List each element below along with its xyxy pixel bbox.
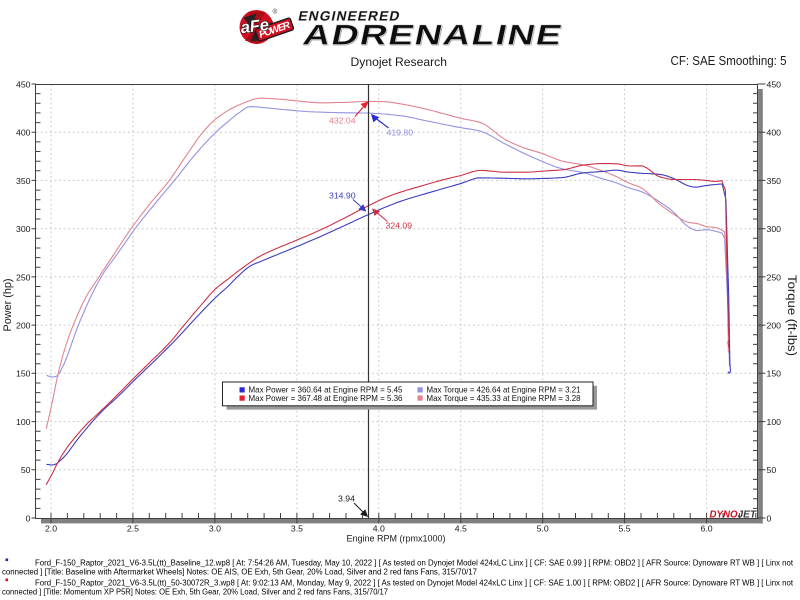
svg-text:Engine RPM (rpmx1000): Engine RPM (rpmx1000): [346, 534, 445, 544]
svg-text:Max Power = 367.48 at Engine R: Max Power = 367.48 at Engine RPM = 5.36: [249, 393, 403, 403]
svg-text:50: 50: [21, 465, 31, 475]
svg-text:aFe: aFe: [240, 16, 270, 37]
svg-text:0: 0: [26, 513, 31, 523]
svg-text:150: 150: [767, 369, 782, 379]
svg-text:Power (hp): Power (hp): [2, 279, 14, 332]
svg-text:100: 100: [767, 417, 782, 427]
svg-text:ADRENALINE: ADRENALINE: [301, 21, 567, 53]
svg-text:3.94: 3.94: [338, 494, 355, 504]
svg-text:432.04: 432.04: [329, 116, 356, 126]
svg-text:350: 350: [16, 176, 31, 186]
svg-text:450: 450: [16, 79, 31, 89]
svg-text:connected ] [Title: Momentum X: connected ] [Title: Momentum XP P5R] Not…: [2, 587, 389, 596]
svg-text:Max Power = 360.64 at Engine R: Max Power = 360.64 at Engine RPM = 5.45: [249, 385, 403, 395]
svg-text:DYNO: DYNO: [710, 509, 738, 521]
svg-text:5.5: 5.5: [619, 524, 631, 534]
svg-text:2.0: 2.0: [45, 524, 57, 534]
svg-text:Torque (ft-lbs): Torque (ft-lbs): [785, 275, 797, 356]
svg-text:100: 100: [16, 417, 31, 427]
svg-text:450: 450: [767, 79, 782, 89]
svg-text:®: ®: [273, 8, 278, 16]
svg-text:314.90: 314.90: [329, 191, 356, 201]
svg-text:250: 250: [767, 272, 782, 282]
svg-text:4.0: 4.0: [373, 524, 385, 534]
svg-text:ADRENALINE: ADRENALINE: [300, 20, 566, 52]
svg-text:200: 200: [767, 321, 782, 331]
svg-text:150: 150: [16, 369, 31, 379]
svg-text:3.0: 3.0: [209, 524, 221, 534]
svg-text:3.5: 3.5: [291, 524, 303, 534]
svg-text:Dynojet Research: Dynojet Research: [351, 55, 448, 69]
svg-text:connected ] [Title: Baseline w: connected ] [Title: Baseline with Afterm…: [2, 567, 478, 576]
svg-text:CF: SAE Smoothing: 5: CF: SAE Smoothing: 5: [671, 54, 787, 68]
svg-text:400: 400: [767, 128, 782, 138]
svg-text:Max Torque = 435.33 at Engine: Max Torque = 435.33 at Engine RPM = 3.28: [427, 393, 581, 403]
svg-text:2.5: 2.5: [127, 524, 139, 534]
svg-text:Ford_F-150_Raptor_2021_V6-3.5L: Ford_F-150_Raptor_2021_V6-3.5L(tt)_Basel…: [35, 558, 794, 567]
svg-text:ENGINEERED: ENGINEERED: [297, 9, 402, 24]
svg-text:50: 50: [767, 465, 777, 475]
svg-text:6.0: 6.0: [701, 524, 713, 534]
svg-text:Max Torque = 426.64 at Engine: Max Torque = 426.64 at Engine RPM = 3.21: [427, 385, 581, 395]
svg-text:300: 300: [767, 224, 782, 234]
svg-text:400: 400: [16, 128, 31, 138]
svg-text:JET: JET: [738, 509, 758, 521]
svg-text:300: 300: [16, 224, 31, 234]
svg-text:4.5: 4.5: [455, 524, 467, 534]
svg-text:324.09: 324.09: [386, 221, 413, 231]
svg-text:200: 200: [16, 321, 31, 331]
svg-text:0: 0: [767, 513, 772, 523]
svg-text:419.80: 419.80: [387, 128, 414, 138]
svg-text:Ford_F-150_Raptor_2021_V6-3.5L: Ford_F-150_Raptor_2021_V6-3.5L(tt)_50-30…: [35, 578, 794, 587]
svg-text:5.0: 5.0: [537, 524, 549, 534]
svg-text:350: 350: [767, 176, 782, 186]
svg-text:250: 250: [16, 272, 31, 282]
